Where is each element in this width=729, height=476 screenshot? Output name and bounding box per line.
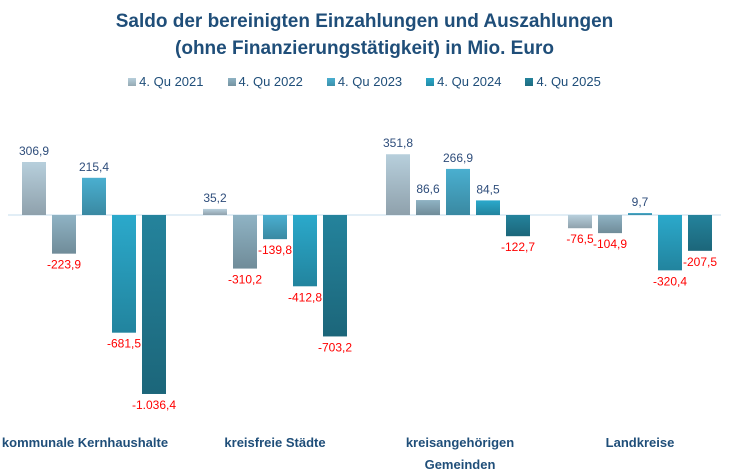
legend-label: 4. Qu 2021 (139, 74, 204, 89)
data-label: 306,9 (19, 144, 49, 158)
bar (688, 215, 712, 251)
data-label: -310,2 (228, 273, 262, 287)
bar (568, 215, 592, 229)
chart-title-block: Saldo der bereinigten Einzahlungen und A… (0, 8, 729, 62)
legend-label: 4. Qu 2024 (437, 74, 502, 89)
bar (386, 154, 410, 215)
legend-item: 4. Qu 2024 (426, 74, 501, 89)
bar (293, 215, 317, 287)
data-label: -76,5 (566, 232, 594, 246)
bar (263, 215, 287, 240)
bar (506, 215, 530, 237)
legend-label: 4. Qu 2025 (536, 74, 601, 89)
chart-legend: 4. Qu 2021 4. Qu 2022 4. Qu 2023 4. Qu 2… (0, 74, 729, 89)
legend-swatch (426, 77, 435, 86)
data-label: 215,4 (79, 160, 109, 174)
bar (52, 215, 76, 254)
legend-swatch (525, 77, 534, 86)
legend-item: 4. Qu 2023 (326, 74, 403, 89)
legend-item: 4. Qu 2025 (525, 74, 601, 89)
chart-title: Saldo der bereinigten Einzahlungen und A… (115, 11, 614, 32)
legend-label: 4. Qu 2023 (337, 74, 403, 89)
legend-item: 4. Qu 2022 (227, 74, 303, 89)
bar (628, 213, 652, 215)
data-label: 84,5 (476, 182, 500, 196)
data-label: -681,5 (107, 337, 141, 351)
bar (446, 168, 470, 215)
category-label: kreisangehörigen Gemeinden (405, 435, 515, 472)
data-label: 266,9 (443, 151, 473, 165)
bar (598, 215, 622, 234)
bar (22, 161, 46, 215)
bar (112, 215, 136, 333)
data-label: -207,5 (683, 255, 717, 269)
data-label: -703,2 (318, 340, 352, 354)
legend-swatch (227, 77, 236, 86)
legend-swatch (326, 77, 335, 86)
category-label: Landkreise (605, 435, 675, 450)
bar (416, 200, 440, 215)
legend-swatch (128, 77, 137, 86)
data-label: 9,7 (632, 195, 649, 209)
bar (658, 215, 682, 271)
bar (142, 215, 166, 394)
data-label: -320,4 (653, 274, 687, 288)
data-label: 86,6 (416, 182, 440, 196)
category-label: kommunale Kernhaushalte (1, 435, 169, 450)
bar (233, 215, 257, 269)
bar (476, 200, 500, 215)
chart-subtitle: (ohne Finanzierungstätigkeit) in Mio. Eu… (175, 38, 554, 59)
data-label: -1.036,4 (132, 398, 176, 412)
data-label: -104,9 (593, 237, 627, 251)
legend-label: 4. Qu 2022 (238, 74, 303, 89)
legend-item: 4. Qu 2021 (128, 74, 204, 89)
data-label: -223,9 (47, 258, 81, 272)
data-label: -412,8 (288, 290, 322, 304)
data-label: 351,8 (383, 136, 413, 150)
bar (82, 177, 106, 215)
category-label: kreisfreie Städte (224, 435, 326, 450)
data-label: 35,2 (203, 191, 227, 205)
bar (203, 208, 227, 215)
bar (323, 215, 347, 337)
data-label: -122,7 (501, 240, 535, 254)
data-label: -139,8 (258, 243, 292, 257)
